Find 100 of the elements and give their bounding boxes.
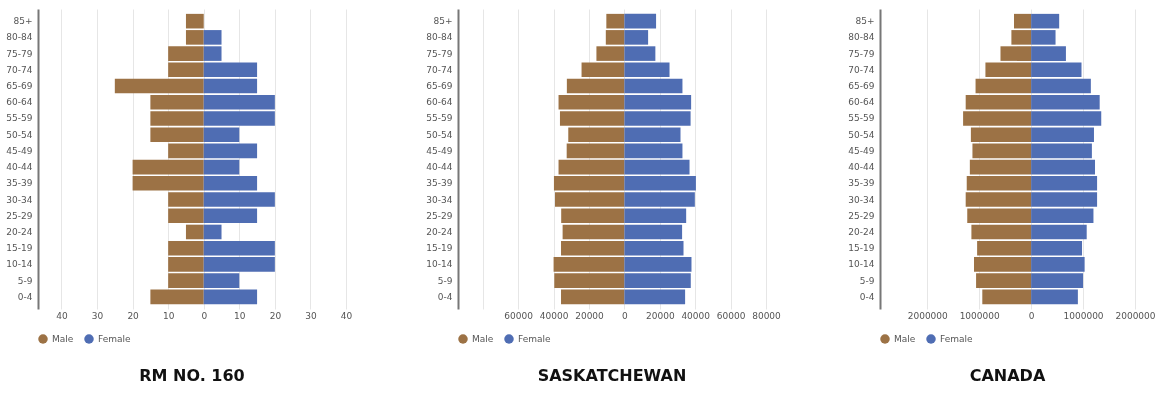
bar <box>1013 13 1032 29</box>
bar <box>624 240 684 256</box>
y-tick-label: 80-84 <box>848 32 875 43</box>
x-tick-label: 2000000 <box>907 310 949 321</box>
y-tick-label: 20-24 <box>6 226 33 237</box>
legend-label: Female <box>940 334 973 344</box>
bar <box>203 62 258 78</box>
y-tick-label: 80-84 <box>426 32 453 43</box>
bar <box>1031 289 1078 305</box>
y-tick-label: 0-4 <box>437 291 453 302</box>
legend-label: Female <box>518 334 551 344</box>
x-tick-label: 10 <box>162 310 175 321</box>
bar <box>566 78 625 94</box>
bar <box>982 289 1032 305</box>
y-tick-label: 15-19 <box>426 243 453 254</box>
bar <box>168 62 204 78</box>
bar <box>203 240 275 256</box>
y-tick-label: 30-34 <box>848 194 875 205</box>
bar <box>1031 143 1092 159</box>
x-tick-label: 0 <box>622 310 629 321</box>
y-tick-label: 50-54 <box>426 129 453 140</box>
x-tick-label: 30 <box>91 310 104 321</box>
y-tick-label: 70-74 <box>426 64 453 75</box>
bar <box>558 159 625 175</box>
bar <box>203 143 258 159</box>
y-tick-label: 55-59 <box>6 113 33 124</box>
x-tick-label: 30 <box>305 310 317 321</box>
x-tick-label: 60000 <box>504 310 534 321</box>
y-tick-label: 40-44 <box>848 162 875 173</box>
y-tick-label: 10-14 <box>426 259 453 270</box>
x-tick-label: 20000 <box>575 310 605 321</box>
x-tick-label: 40000 <box>681 310 711 321</box>
bar <box>624 13 657 29</box>
y-tick-label: 0-4 <box>859 291 875 302</box>
bar <box>1031 13 1060 29</box>
text: SASKATCHEWAN <box>537 366 687 385</box>
y-tick-label: 85+ <box>855 16 875 27</box>
y-tick-label: 50-54 <box>6 129 33 140</box>
bar <box>203 224 222 240</box>
x-tick-label: 0 <box>201 310 208 321</box>
bar <box>581 62 625 78</box>
bar <box>985 62 1032 78</box>
y-tick-label: 65-69 <box>848 81 875 92</box>
y-tick-label: 50-54 <box>848 129 875 140</box>
y-tick-label: 70-74 <box>6 64 33 75</box>
y-tick-label: 75-79 <box>426 48 453 59</box>
bar <box>624 78 683 94</box>
y-tick-label: 10-14 <box>848 259 875 270</box>
bar <box>1031 78 1091 94</box>
bar <box>971 224 1032 240</box>
y-tick-label: 60-64 <box>848 97 875 108</box>
bar <box>972 143 1032 159</box>
x-tick-label: 40 <box>56 310 68 321</box>
y-tick-label: 80-84 <box>6 32 33 43</box>
legend-label: Male <box>472 334 494 344</box>
y-tick-label: 45-49 <box>6 145 33 156</box>
bar <box>150 289 204 305</box>
y-tick-label: 85+ <box>433 16 453 27</box>
y-tick-label: 30-34 <box>426 194 453 205</box>
bar <box>606 13 625 29</box>
y-tick-label: 20-24 <box>848 226 875 237</box>
text: CANADA <box>969 366 1046 385</box>
legend-label: Female <box>98 334 131 344</box>
x-tick-label: 40000 <box>539 310 569 321</box>
x-tick-label: 20 <box>269 310 282 321</box>
bar <box>185 224 204 240</box>
y-tick-label: 25-29 <box>6 210 33 221</box>
y-tick-label: 65-69 <box>426 81 453 92</box>
text: RM NO. 160 <box>139 366 245 385</box>
y-tick-label: 60-64 <box>426 97 453 108</box>
y-tick-label: 45-49 <box>848 145 875 156</box>
y-tick-label: 45-49 <box>426 145 453 156</box>
bar <box>203 159 240 175</box>
bar <box>185 13 204 29</box>
y-tick-label: 70-74 <box>848 64 875 75</box>
y-tick-label: 35-39 <box>6 178 33 189</box>
bar <box>566 143 625 159</box>
y-tick-label: 85+ <box>13 16 33 27</box>
bar <box>624 62 670 78</box>
y-tick-label: 75-79 <box>848 48 875 59</box>
x-tick-label: 10 <box>234 310 246 321</box>
y-tick-label: 35-39 <box>426 178 453 189</box>
bar <box>975 78 1032 94</box>
bar <box>624 289 686 305</box>
x-tick-label: 0 <box>1028 310 1035 321</box>
bar <box>624 159 690 175</box>
y-tick-label: 60-64 <box>6 97 33 108</box>
y-tick-label: 5-9 <box>859 275 875 286</box>
y-tick-label: 15-19 <box>848 243 875 254</box>
y-tick-label: 40-44 <box>426 162 453 173</box>
y-tick-label: 10-14 <box>6 259 33 270</box>
bar <box>203 289 258 305</box>
bar <box>1031 240 1083 256</box>
y-tick-label: 35-39 <box>848 178 875 189</box>
y-tick-label: 30-34 <box>6 194 33 205</box>
legend-label: Male <box>52 334 74 344</box>
y-tick-label: 20-24 <box>426 226 453 237</box>
x-tick-label: 20000 <box>645 310 675 321</box>
bar <box>561 289 625 305</box>
bar <box>624 224 683 240</box>
